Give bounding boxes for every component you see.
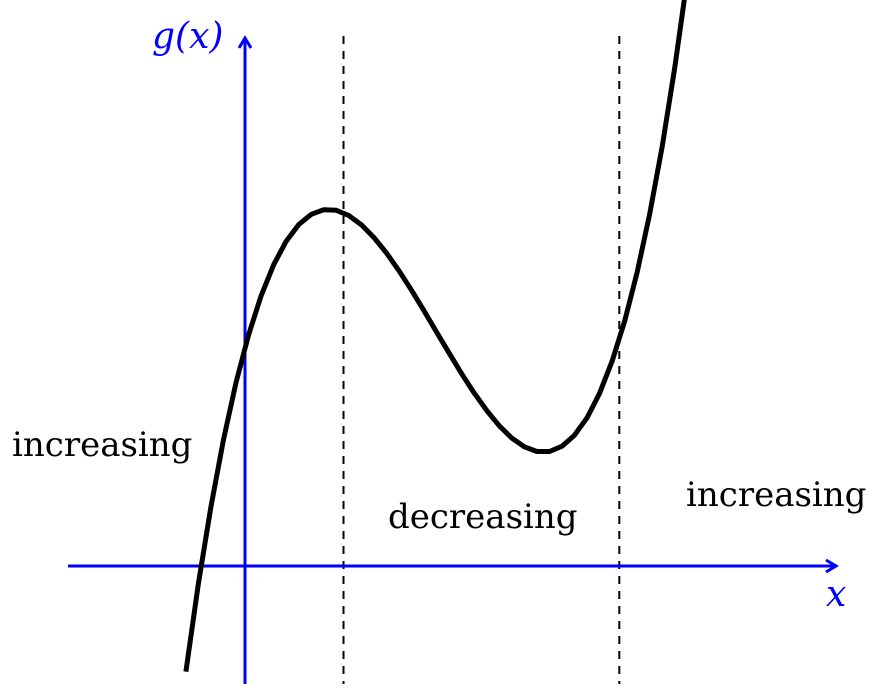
x-axis-label: x (826, 574, 846, 615)
region-label-right-increasing: increasing (686, 475, 866, 515)
function-curve (183, 0, 687, 672)
region-label-left-increasing: increasing (12, 425, 192, 465)
region-label-middle-decreasing: decreasing (388, 497, 578, 537)
y-axis-label: g(x) (152, 16, 223, 57)
